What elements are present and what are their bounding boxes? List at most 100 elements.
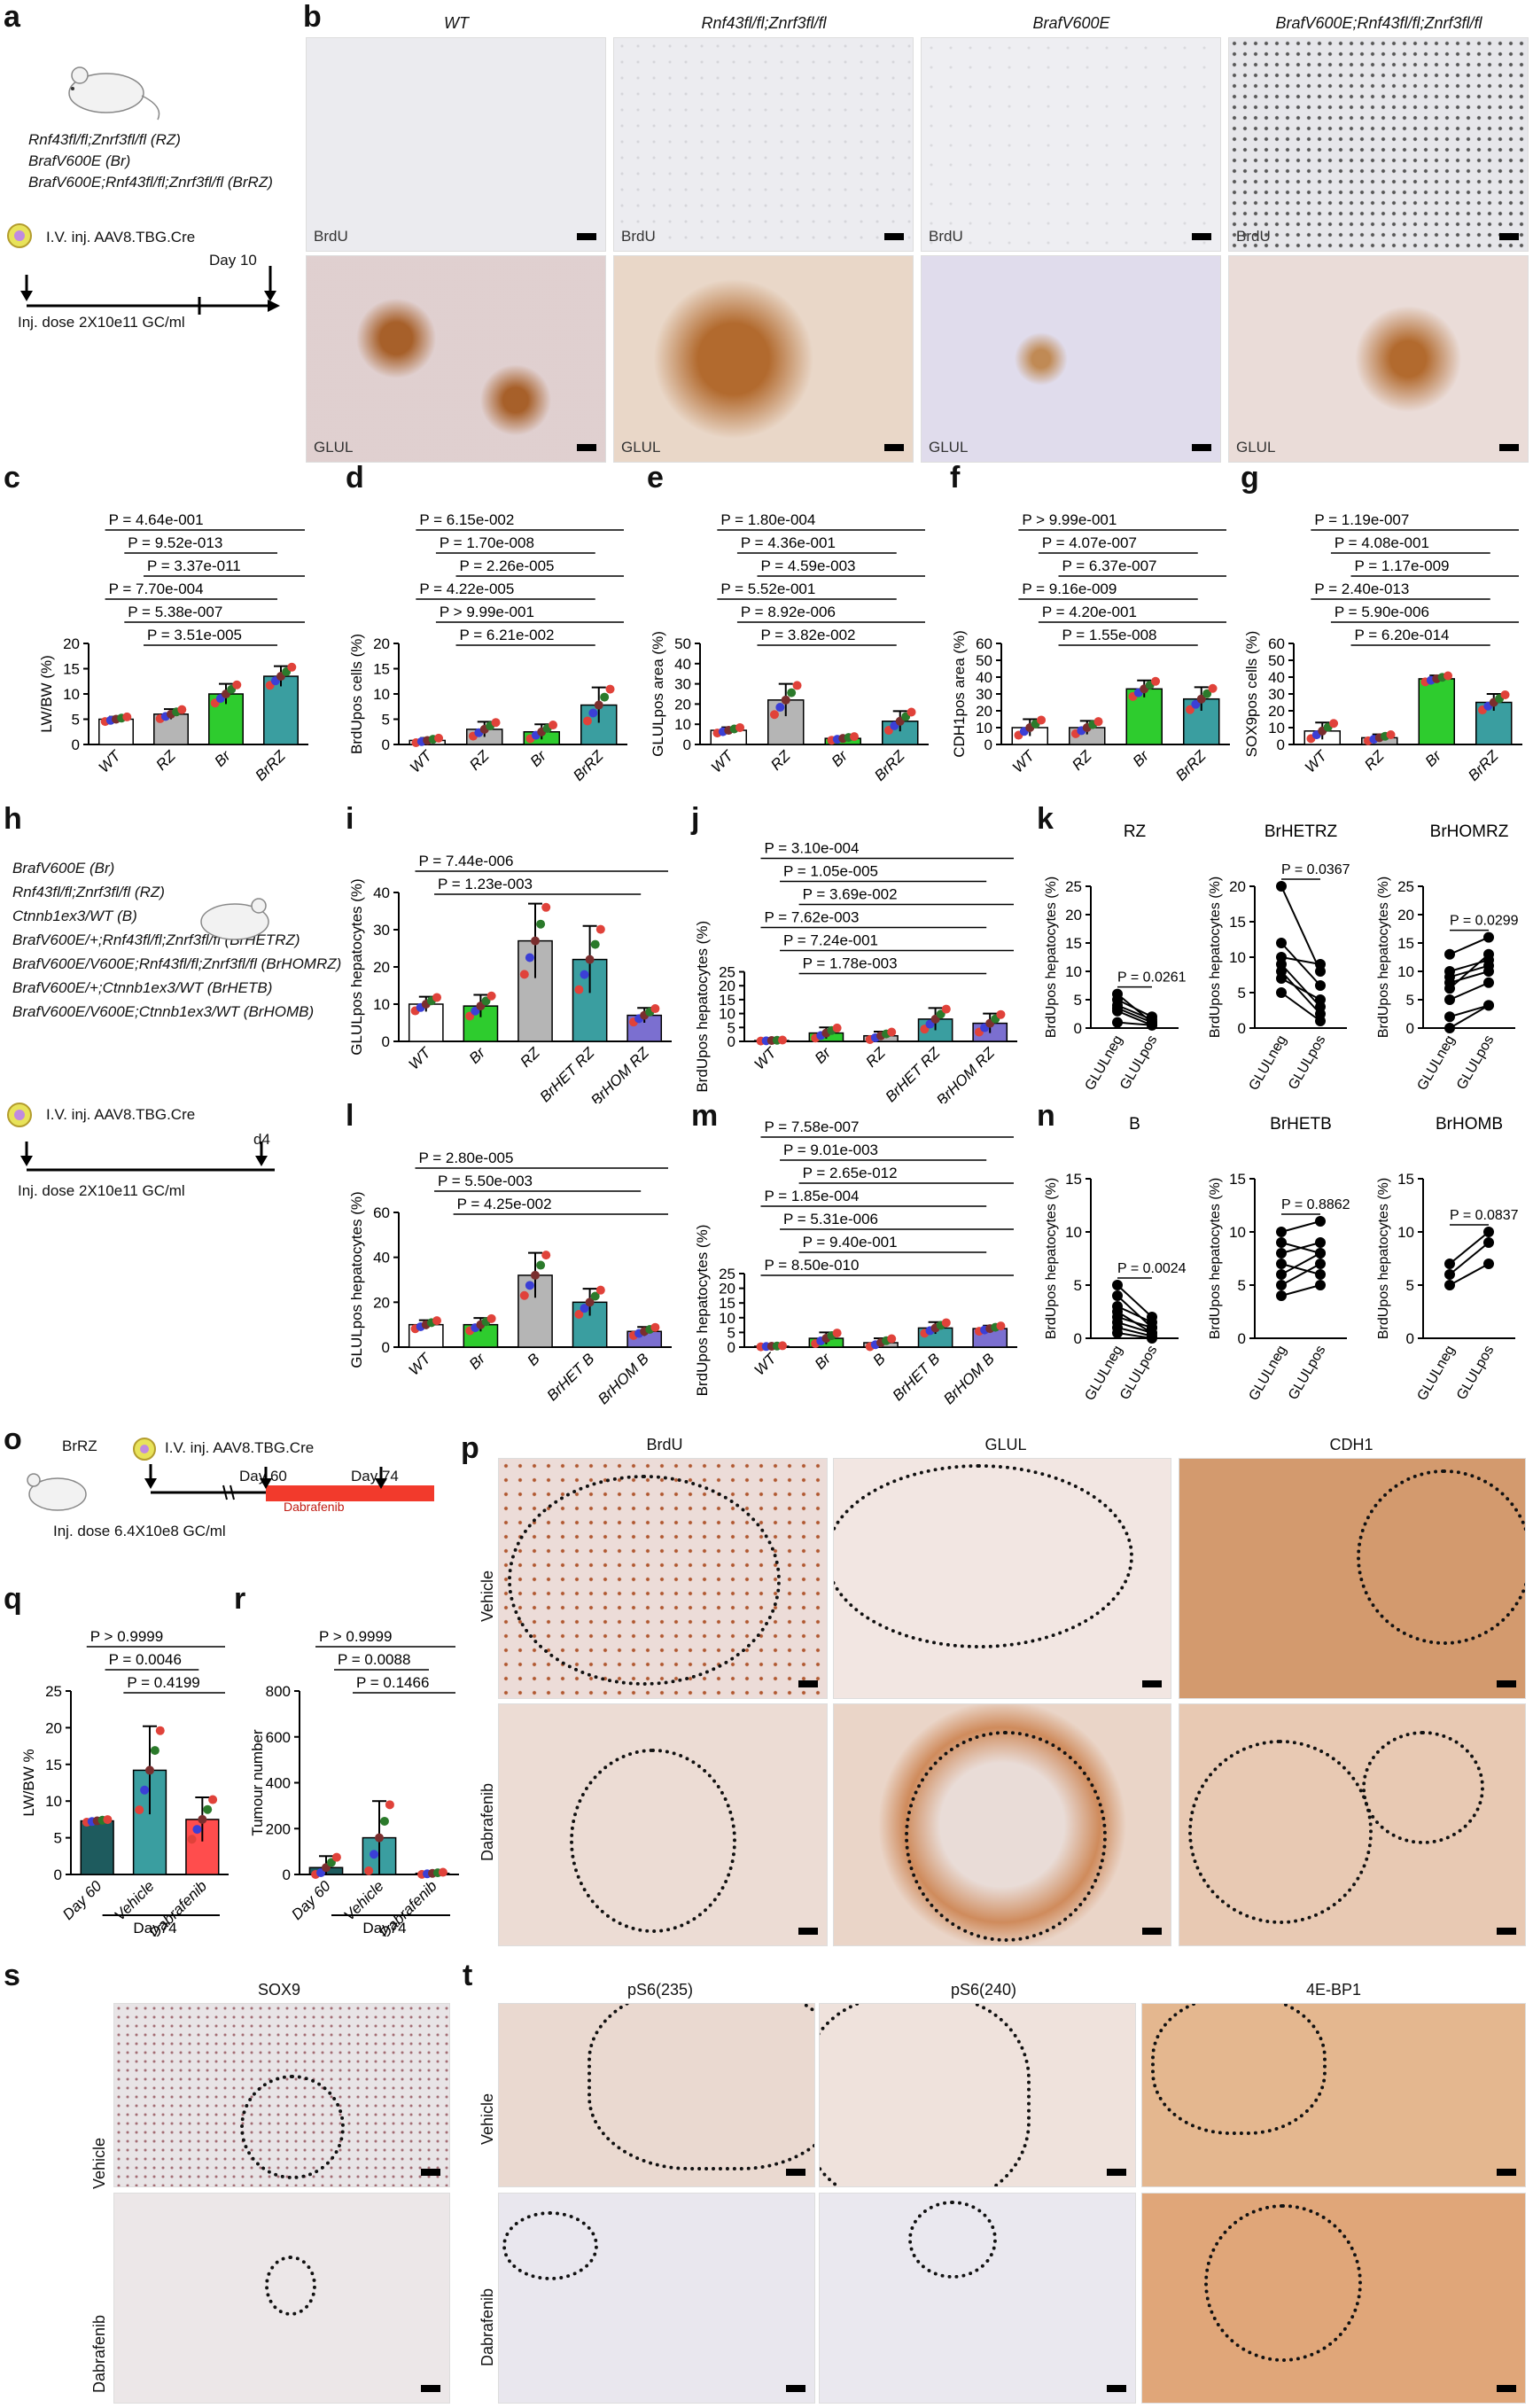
- data-point: [1483, 966, 1494, 977]
- p-value: P = 0.8862: [1281, 1197, 1350, 1212]
- data-point: [781, 695, 790, 705]
- y-tick-label: 0: [54, 1866, 62, 1883]
- data-point: [585, 1298, 595, 1307]
- day-label: Day 60: [239, 1468, 287, 1485]
- panel-label-c: c: [4, 461, 20, 495]
- pair-line: [1280, 1263, 1321, 1286]
- data-point: [525, 953, 534, 962]
- y-tick-label: 5: [1238, 1277, 1246, 1294]
- p-value: P = 1.17e-009: [1355, 557, 1450, 574]
- genotype-line: BrafV600E/V600E;Ctnnb1ex3/WT (BrHOMB): [12, 1003, 315, 1020]
- y-tick-label: 10: [45, 1793, 62, 1810]
- y-tick-label: 800: [266, 1683, 291, 1700]
- y-tick-label: 0: [728, 1339, 735, 1356]
- chart-title: B: [1129, 1115, 1140, 1134]
- data-point: [1329, 719, 1339, 729]
- y-tick-label: 5: [1238, 985, 1246, 1001]
- data-point: [140, 1785, 150, 1795]
- data-point: [432, 993, 442, 1002]
- y-tick-label: 0: [1074, 1020, 1082, 1037]
- y-tick-label: 40: [373, 884, 390, 901]
- pair-line: [1280, 992, 1321, 1022]
- panel-label-b: b: [303, 0, 322, 34]
- pair-line: [1449, 1004, 1490, 1029]
- x-tick-label: WT: [751, 1349, 780, 1378]
- data-point: [996, 1321, 1006, 1331]
- y-axis-label: BrdUpos cells (%): [348, 634, 365, 754]
- column-header: 4E-BP1: [1305, 1981, 1362, 1999]
- data-point: [287, 662, 297, 672]
- micrograph-p-glul-vehicle: [833, 1458, 1171, 1699]
- chart-r: 0 200 400 600 800 Tumour number Day 60 VehicleD…: [249, 1628, 459, 1937]
- y-tick-label: 60: [373, 1204, 390, 1221]
- y-tick-label: 20: [63, 635, 80, 652]
- y-axis-label: LW/BW %: [20, 1749, 37, 1816]
- p-value: P = 4.64e-001: [109, 511, 204, 528]
- data-point: [198, 1814, 207, 1824]
- x-tick-label: RZ: [1069, 747, 1095, 774]
- y-axis-label: BrdUpos hepatocytes (%): [1044, 877, 1059, 1038]
- data-point: [1185, 705, 1194, 714]
- y-tick-label: 20: [373, 1294, 390, 1311]
- p-value: P > 9.99e-001: [440, 604, 534, 620]
- data-point: [1444, 1259, 1455, 1269]
- genotype-line: Ctnnb1ex3/WT (B): [12, 908, 137, 924]
- data-point: [531, 1270, 540, 1280]
- data-point: [192, 1825, 202, 1835]
- data-point: [1315, 1237, 1326, 1248]
- micrograph-p-cdh1-dabrafenib: [1179, 1703, 1526, 1946]
- p-value: P = 4.59e-003: [761, 557, 856, 574]
- p-value: P = 3.51e-005: [147, 627, 242, 643]
- p-value: P = 9.01e-003: [783, 1142, 878, 1158]
- y-tick-label: 10: [1397, 1224, 1414, 1241]
- p-value: P = 7.70e-004: [109, 581, 204, 597]
- x-tick-label: GLULpos: [1454, 1033, 1498, 1093]
- data-point: [438, 1867, 447, 1877]
- p-value: P = 4.07e-007: [1042, 534, 1137, 551]
- data-point: [1276, 1290, 1287, 1301]
- data-point: [832, 1329, 842, 1338]
- x-tick-label: Vehicle: [111, 1877, 157, 1923]
- data-point: [778, 1035, 788, 1045]
- group-label: Day74: [362, 1920, 406, 1937]
- panel-label-q: q: [4, 1582, 22, 1616]
- p-value: P = 9.52e-013: [128, 534, 222, 551]
- chart-title: RZ: [1124, 822, 1147, 841]
- p-value: P = 6.21e-002: [460, 627, 555, 643]
- y-tick-label: 5: [382, 712, 390, 729]
- pair-line: [1280, 978, 1321, 1001]
- micrograph-s-dabrafenib: [113, 2193, 450, 2404]
- y-tick-label: 5: [728, 1324, 735, 1341]
- data-point: [1191, 699, 1201, 709]
- pair-line: [1449, 954, 1490, 989]
- y-tick-label: 5: [1406, 1277, 1414, 1294]
- pair-line: [1449, 1242, 1490, 1275]
- y-tick-label: 10: [373, 996, 390, 1013]
- data-point: [232, 680, 242, 690]
- x-tick-label: RZ: [517, 1044, 543, 1071]
- x-tick-label: Br: [812, 1349, 835, 1372]
- p-value: P = 0.0299: [1450, 914, 1519, 929]
- y-tick-label: 10: [976, 720, 992, 736]
- data-point: [549, 721, 558, 730]
- data-point: [1315, 1016, 1326, 1026]
- day-label: Day 10: [209, 252, 257, 269]
- y-tick-label: 15: [1229, 1171, 1246, 1188]
- row-label: Vehicle: [90, 2137, 108, 2189]
- paired-chart-n1: B 0 5 10 15 BrdUpos hepatocytes (%) P = 0.0024…: [1044, 1115, 1187, 1403]
- pair-line: [1280, 1220, 1321, 1233]
- data-point: [434, 733, 444, 743]
- micrograph-p-brdu-vehicle: [498, 1458, 828, 1699]
- y-tick-label: 25: [1397, 878, 1414, 895]
- day-label: d4: [253, 1131, 270, 1148]
- chart-title: BrHETRZ: [1265, 822, 1338, 841]
- x-tick-label: WT: [405, 1043, 434, 1072]
- panel-label-o: o: [4, 1422, 22, 1456]
- y-tick-label: 60: [1268, 635, 1285, 652]
- y-tick-label: 15: [1397, 935, 1414, 952]
- micrograph-t-ps6-240-dabrafenib: [819, 2193, 1136, 2404]
- dose-label: Inj. dose 2X10e11 GC/ml: [18, 1182, 185, 1199]
- pair-line: [1117, 1295, 1153, 1329]
